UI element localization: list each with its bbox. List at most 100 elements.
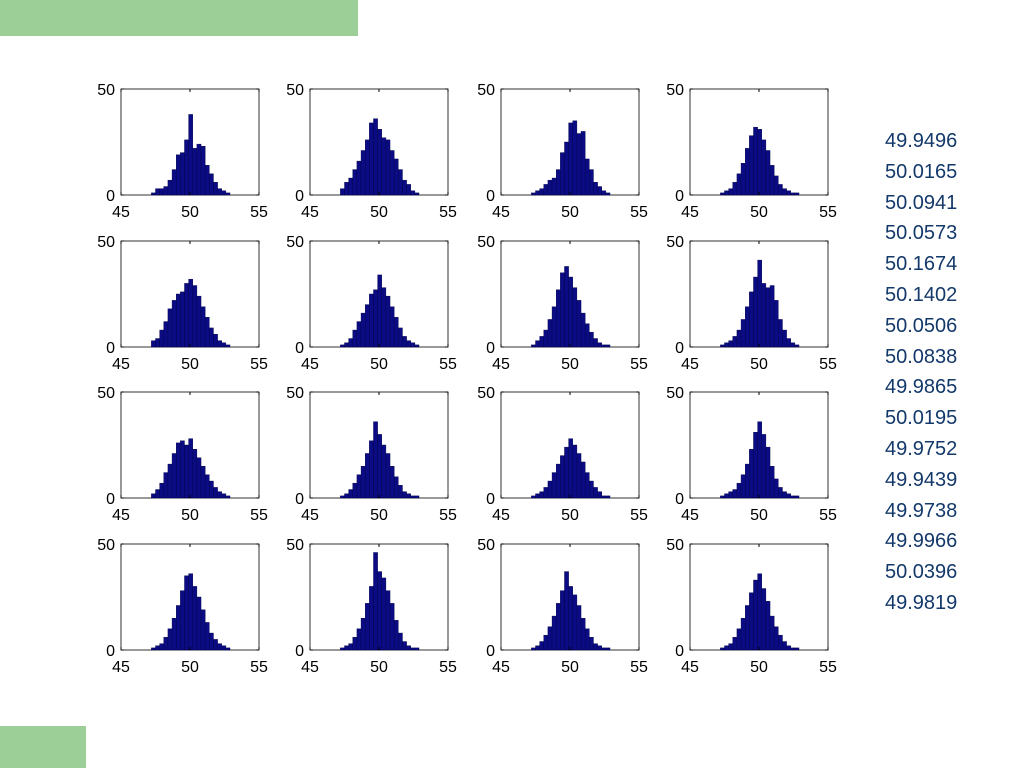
x-tick-label: 50 [561,659,579,676]
histogram-bar [765,446,771,499]
histogram-bar [597,186,602,196]
histogram-bar [736,628,742,651]
mean-value: 50.0396 [885,561,958,584]
histogram-bar [564,446,569,499]
mean-value: 50.0838 [885,345,958,368]
x-tick-label: 55 [439,204,457,221]
histogram-bar [753,126,758,196]
histogram-bar [344,493,349,499]
y-tick-label: 50 [97,385,115,402]
histogram-bar [213,182,218,196]
histogram-bar [352,637,358,651]
histogram-bar [184,444,189,499]
mean-value: 50.0506 [885,314,958,337]
y-tick-label: 50 [477,82,495,99]
histogram-bar [217,491,222,499]
x-tick-label: 45 [301,659,319,676]
histogram-bar [535,645,540,651]
histogram-bar [188,278,193,348]
histogram-bar [753,579,758,651]
histogram-bar [601,344,607,348]
histogram-bar [171,618,177,651]
histogram-bar [551,306,557,348]
histogram-bar [535,340,540,348]
histogram-bar [213,487,218,499]
mean-value: 49.9819 [885,591,958,614]
histogram-bar [175,293,181,348]
x-tick-label: 45 [301,356,319,373]
histogram-panel: 45 50 55 0 50 [286,537,457,676]
histogram-bar [593,182,598,196]
histogram-bar [406,184,411,196]
histogram-bar [196,457,202,499]
y-tick-label: 50 [666,385,684,402]
histogram-bar [720,192,725,196]
histogram-bar [360,618,366,651]
histogram-panel: 45 50 55 0 50 [477,537,648,676]
histogram-bar [360,312,366,348]
histogram-bar [749,291,754,348]
histogram-bar [786,645,791,651]
histogram-bar [184,139,189,196]
y-tick-label: 0 [106,643,115,660]
histogram-bar [765,150,771,196]
histogram-bar [580,131,586,196]
histogram-bar [184,575,189,651]
mean-value: 49.9738 [885,499,958,522]
histogram-bar [352,169,358,196]
histogram-bar [340,344,345,348]
histogram-bar [576,133,582,196]
histogram-bar [543,329,549,348]
histogram-bar [213,334,218,348]
histogram-bar [155,188,160,196]
y-tick-label: 50 [286,82,304,99]
x-tick-label: 55 [250,507,268,524]
histogram-bar [572,444,578,499]
histogram-bar [196,295,202,348]
histogram-bar [356,628,362,651]
histogram-bar [761,139,767,196]
histogram-bar [769,285,775,348]
histogram-bar [385,139,391,196]
histogram-bar [597,645,602,651]
histogram-bar [352,329,358,348]
histogram-bar [180,291,185,348]
histogram-bar [773,300,779,348]
histogram-bar [369,586,374,651]
histogram-bar [381,287,387,348]
x-tick-label: 45 [112,659,130,676]
y-tick-label: 0 [106,188,115,205]
histogram-bar [757,421,762,499]
histogram-bar [732,489,738,499]
histogram-bar [732,637,738,651]
histogram-bar [188,114,193,196]
histogram-bar [535,493,540,499]
histogram-bar [778,487,783,499]
histogram-bar [402,641,407,651]
histogram-panel: 45 50 55 0 50 [97,537,268,676]
x-tick-label: 55 [439,356,457,373]
histogram-bar [790,192,796,196]
histogram-bar [340,647,345,651]
histogram-bar [740,319,746,348]
x-tick-label: 45 [492,659,510,676]
histogram-bar [377,571,382,651]
mean-value: 50.0165 [885,160,958,183]
histogram-bar [543,487,549,499]
histogram-bar [794,647,800,651]
histogram-bar [180,440,185,499]
histogram-bar [159,329,164,348]
histogram-bar [736,482,742,499]
x-tick-label: 50 [370,204,388,221]
histogram-bar [576,453,582,499]
histogram-bar [348,643,353,651]
y-tick-label: 50 [286,234,304,251]
histogram-bar [539,491,544,499]
histogram-bar [572,594,578,651]
histogram-bar [398,632,403,651]
histogram-bar [539,641,544,651]
x-tick-label: 55 [819,204,837,221]
x-tick-label: 50 [181,204,199,221]
x-tick-label: 55 [439,659,457,676]
histogram-bar [414,647,420,651]
